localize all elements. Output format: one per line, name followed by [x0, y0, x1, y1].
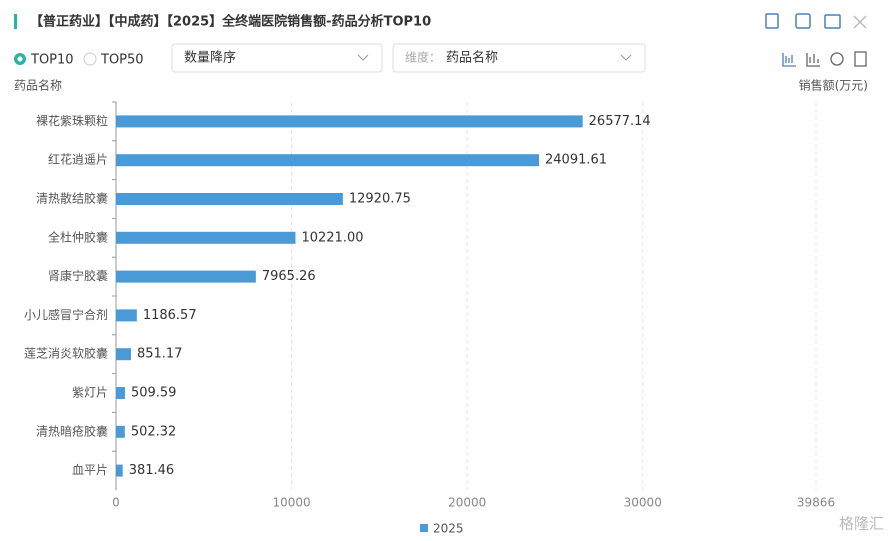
icon[interactable] [795, 13, 811, 29]
y-tick-label: 莲芝消炎软胶囊 [24, 346, 108, 361]
value-label: 12920.75 [349, 192, 411, 207]
watermark: 格隆汇 [839, 515, 884, 533]
radio[interactable] [83, 52, 97, 66]
value-label: 26577.14 [589, 114, 651, 129]
value-label: 502.32 [131, 424, 177, 439]
x-axis-title: 销售额(万元) [799, 78, 868, 93]
dimension-dropdown[interactable] [392, 43, 646, 73]
value-label: 1186.57 [143, 308, 197, 323]
icon[interactable] [806, 53, 820, 67]
bar [116, 231, 296, 244]
legend-swatch [420, 524, 428, 532]
icon[interactable] [854, 51, 867, 67]
y-tick-label: 清热散结胶囊 [36, 191, 108, 206]
value-label: 7965.26 [262, 269, 316, 284]
title: 【普正药业】【中成药】【2025】全终端医院销售额-药品分析TOP10 [30, 14, 431, 30]
y-tick-label: 紫灯片 [72, 386, 108, 400]
bar [116, 270, 256, 283]
value-label: 851.17 [137, 347, 183, 362]
radio-label[interactable]: TOP10 [30, 53, 74, 68]
chevron [620, 54, 632, 61]
value-label: 10221.00 [301, 230, 363, 245]
title-accent [14, 14, 17, 29]
y-axis-title: 药品名称 [14, 78, 62, 93]
icon[interactable] [765, 13, 779, 29]
icon[interactable] [782, 53, 796, 67]
bar [116, 154, 540, 167]
icon[interactable] [824, 14, 841, 29]
x-tick-label: 39866 [797, 496, 835, 510]
y-tick-label: 血平片 [72, 463, 108, 477]
y-tick-label: 全杜仲胶囊 [48, 229, 108, 244]
radio-dot [17, 56, 23, 62]
bar [116, 309, 137, 322]
y-tick-label: 肾康宁胶囊 [48, 268, 108, 283]
value-label: 509.59 [131, 386, 177, 401]
y-tick-label: 小儿感冒宁合剂 [24, 307, 108, 322]
x-tick-label: 20000 [448, 496, 486, 510]
y-tick-label: 红花逍遥片 [48, 152, 108, 167]
bar [116, 115, 583, 128]
radio-label[interactable]: TOP50 [100, 53, 144, 68]
icon[interactable] [830, 52, 844, 66]
value-label: 381.46 [129, 463, 175, 478]
y-tick-label: 清热暗疮胶囊 [36, 423, 108, 438]
legend-label: 2025 [433, 522, 464, 536]
bar [116, 387, 125, 399]
bar [116, 193, 343, 205]
bar [116, 348, 131, 361]
x-tick-label: 10000 [272, 496, 310, 510]
y-tick-label: 裸花紫珠颗粒 [36, 113, 108, 128]
chart-type-icons[interactable] [782, 51, 867, 67]
dropdown-label: 维度： [405, 50, 441, 65]
x-tick-label: 0 [112, 496, 120, 510]
toolbar-icons[interactable] [765, 13, 867, 29]
x-tick-label: 30000 [624, 496, 662, 510]
chevron [357, 54, 369, 61]
bar [116, 464, 123, 477]
dropdown-text: 数量降序 [184, 51, 236, 66]
close-icon[interactable] [853, 15, 867, 29]
bar [116, 425, 125, 438]
value-label: 24091.61 [545, 153, 607, 168]
sort-dropdown[interactable] [171, 43, 383, 73]
dropdown-text: 药品名称 [446, 50, 498, 66]
